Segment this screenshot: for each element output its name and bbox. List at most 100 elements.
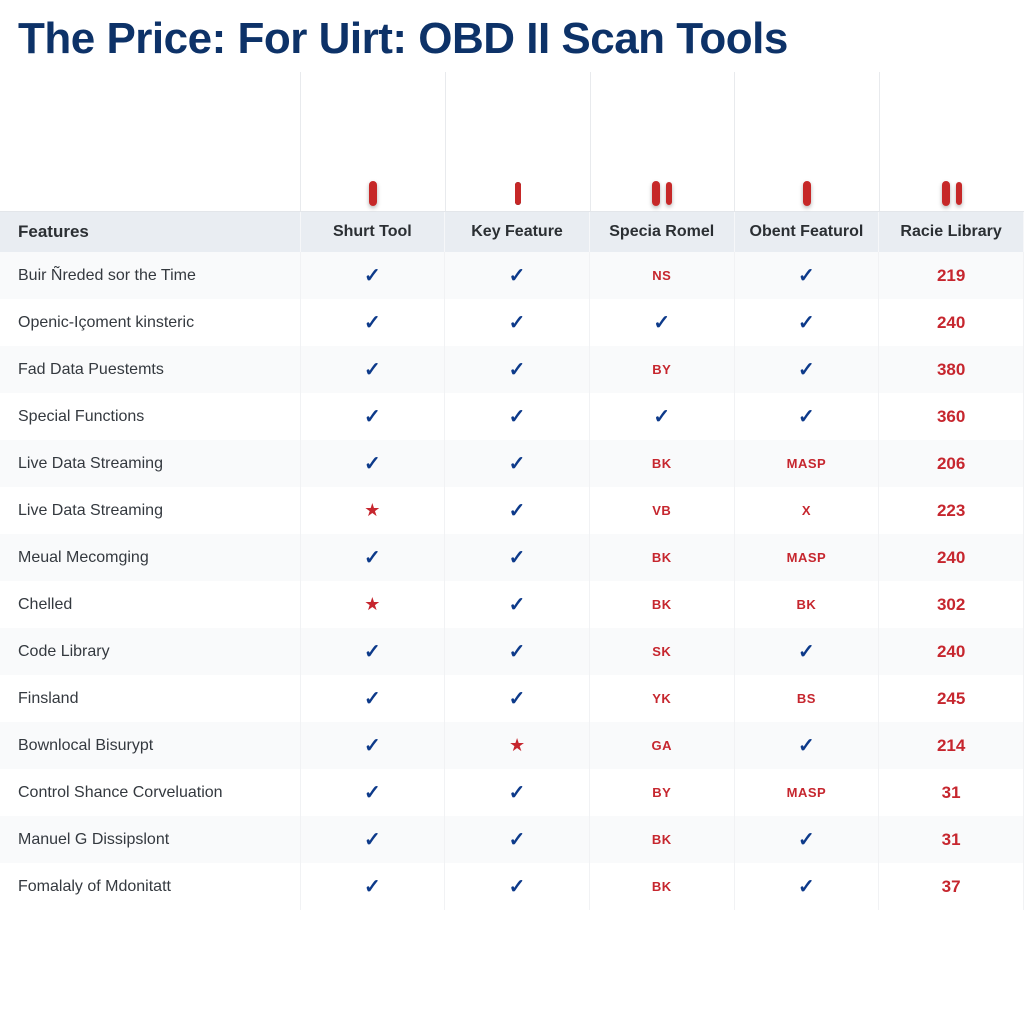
cell: 219	[879, 252, 1024, 299]
check-icon: ✓	[798, 829, 815, 851]
check-icon: ✓	[653, 406, 670, 428]
cell: ✓	[300, 816, 445, 863]
cell: ✓	[734, 393, 879, 440]
cell-code: BK	[652, 456, 672, 471]
cell-number: 240	[937, 642, 965, 661]
cell-code: BS	[797, 691, 816, 706]
cell-number: 245	[937, 689, 965, 708]
check-icon: ✓	[509, 876, 526, 898]
cell-code: BK	[652, 550, 672, 565]
cell: ★	[445, 722, 590, 769]
cell-number: 206	[937, 454, 965, 473]
feature-label: Fad Data Puestemts	[0, 346, 300, 393]
cell: ✓	[445, 816, 590, 863]
cell: ✓	[300, 346, 445, 393]
cell: ✓	[734, 722, 879, 769]
table-row: Buir Ñreded sor the Time✓✓NS✓219	[0, 252, 1024, 299]
feature-label: Live Data Streaming	[0, 487, 300, 534]
cell-code: NS	[652, 268, 671, 283]
cell: X	[734, 487, 879, 534]
cell: ✓	[589, 299, 734, 346]
cell: 206	[879, 440, 1024, 487]
cell: BK	[734, 581, 879, 628]
check-icon: ✓	[364, 406, 381, 428]
cell: ✓	[445, 252, 590, 299]
cell-number: 380	[937, 360, 965, 379]
cell: ✓	[734, 299, 879, 346]
cell: ✓	[300, 299, 445, 346]
cell: ✓	[300, 440, 445, 487]
cell: ✓	[445, 628, 590, 675]
cell: ✓	[300, 534, 445, 581]
check-icon: ✓	[798, 641, 815, 663]
cell: NS	[589, 252, 734, 299]
cell-code: GA	[651, 738, 672, 753]
feature-label: Manuel G Dissipslont	[0, 816, 300, 863]
cell-code: BK	[652, 879, 672, 894]
feature-label: Buir Ñreded sor the Time	[0, 252, 300, 299]
feature-label: Chelled	[0, 581, 300, 628]
cell: 302	[879, 581, 1024, 628]
cell: 360	[879, 393, 1024, 440]
table-row: Bownlocal Bisurypt✓★GA✓214	[0, 722, 1024, 769]
cell-code: X	[802, 503, 811, 518]
cell-code: BK	[652, 597, 672, 612]
check-icon: ✓	[364, 829, 381, 851]
feature-label: Live Data Streaming	[0, 440, 300, 487]
feature-label: Special Functions	[0, 393, 300, 440]
table-row: Chelled★✓BKBK302	[0, 581, 1024, 628]
cell: ✓	[300, 863, 445, 910]
cell-code: BK	[652, 832, 672, 847]
table-row: Special Functions✓✓✓✓360	[0, 393, 1024, 440]
comparison-table: Features Shurt Tool Key Feature Specia R…	[0, 212, 1024, 910]
col-header-p2: Key Feature	[445, 212, 590, 252]
check-icon: ✓	[364, 688, 381, 710]
cell: ★	[300, 581, 445, 628]
cell: ★	[300, 487, 445, 534]
table-body: Buir Ñreded sor the Time✓✓NS✓219Openic-I…	[0, 252, 1024, 910]
cell: MASP	[734, 769, 879, 816]
cell: BY	[589, 769, 734, 816]
product-image-1	[300, 72, 445, 211]
check-icon: ✓	[509, 500, 526, 522]
feature-label: Bownlocal Bisurypt	[0, 722, 300, 769]
feature-label: Fomalaly of Mdonitatt	[0, 863, 300, 910]
product-image-5	[879, 72, 1024, 211]
cell: 240	[879, 299, 1024, 346]
col-header-features: Features	[0, 212, 300, 252]
cell: 245	[879, 675, 1024, 722]
check-icon: ✓	[509, 359, 526, 381]
feature-label: Finsland	[0, 675, 300, 722]
cell-number: 240	[937, 313, 965, 332]
cell: ✓	[445, 299, 590, 346]
check-icon: ✓	[509, 594, 526, 616]
product-image-3	[590, 72, 735, 211]
table-row: Finsland✓✓YKBS245	[0, 675, 1024, 722]
cell: 240	[879, 628, 1024, 675]
cell-code: VB	[652, 503, 671, 518]
check-icon: ✓	[509, 782, 526, 804]
page-title: The Price: For Uirt: OBD II Scan Tools	[0, 0, 1024, 72]
cell: ✓	[300, 252, 445, 299]
cell: SK	[589, 628, 734, 675]
product-image-4	[734, 72, 879, 211]
cell: 380	[879, 346, 1024, 393]
check-icon: ✓	[364, 641, 381, 663]
cell: 37	[879, 863, 1024, 910]
table-row: Control Shance Corveluation✓✓BYMASP31	[0, 769, 1024, 816]
cell: ✓	[734, 863, 879, 910]
table-row: Code Library✓✓SK✓240	[0, 628, 1024, 675]
table-row: Openic-Içoment kinsteric✓✓✓✓240	[0, 299, 1024, 346]
col-header-p3: Specia Romel	[589, 212, 734, 252]
check-icon: ✓	[509, 312, 526, 334]
check-icon: ✓	[798, 735, 815, 757]
cell: ✓	[300, 769, 445, 816]
cell: ✓	[300, 628, 445, 675]
cell-number: 31	[942, 830, 961, 849]
check-icon: ✓	[364, 453, 381, 475]
product-image-2	[445, 72, 590, 211]
check-icon: ✓	[364, 265, 381, 287]
check-icon: ✓	[509, 829, 526, 851]
cell: ✓	[445, 675, 590, 722]
cell: ✓	[300, 675, 445, 722]
